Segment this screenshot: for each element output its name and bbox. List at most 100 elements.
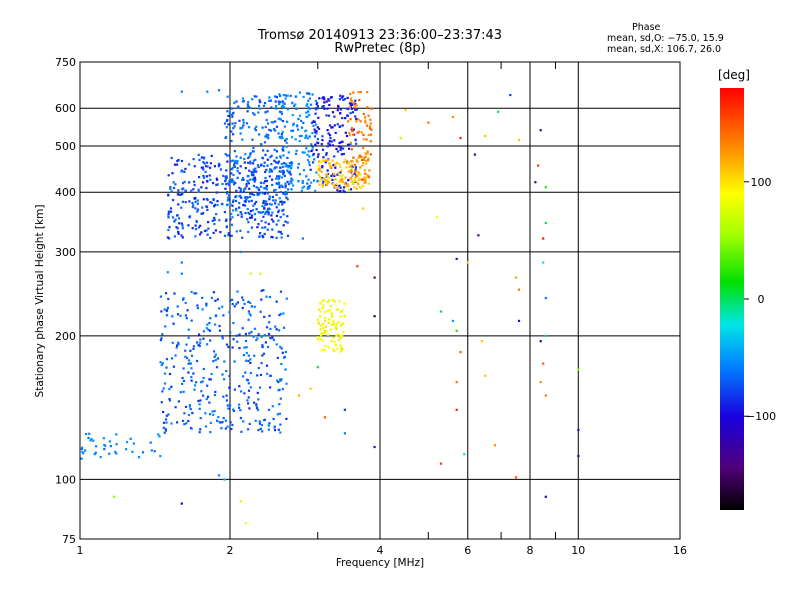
echo-point [218, 219, 221, 222]
echo-point [266, 192, 270, 195]
echo-point [343, 314, 346, 318]
echo-point [268, 202, 271, 206]
echo-point [168, 399, 172, 402]
echo-point [347, 120, 350, 123]
echo-point [333, 115, 336, 118]
y-tick-label: 400 [55, 186, 76, 199]
echo-point [325, 153, 328, 156]
echo-point [334, 325, 338, 329]
echo-point [347, 107, 350, 111]
echo-point [282, 224, 285, 227]
echo-point [544, 186, 547, 189]
echo-point [250, 216, 253, 219]
echo-point [252, 150, 255, 153]
echo-point [325, 152, 328, 155]
echo-point [216, 203, 219, 207]
echo-point [218, 329, 221, 332]
echo-point [337, 190, 340, 194]
echo-point [267, 211, 270, 214]
echo-point [225, 369, 228, 373]
echo-point [168, 226, 171, 229]
echo-point [246, 399, 249, 402]
echo-point [187, 359, 191, 362]
echo-point [315, 132, 318, 135]
echo-point [286, 156, 289, 159]
echo-point [280, 347, 283, 350]
echo-point [268, 175, 271, 178]
echo-point [316, 107, 319, 110]
echo-point [192, 345, 195, 348]
echo-point [89, 439, 92, 442]
echo-point [176, 214, 179, 217]
echo-point [204, 425, 208, 428]
echo-point [223, 378, 226, 381]
echo-point [252, 209, 255, 212]
echo-point [357, 118, 360, 121]
echo-point [241, 178, 244, 181]
echo-point [252, 159, 255, 162]
echo-point [225, 176, 228, 179]
echo-point [369, 153, 372, 156]
echo-point [262, 201, 265, 205]
echo-point [180, 206, 183, 209]
echo-point [290, 188, 293, 191]
echo-point [253, 180, 256, 183]
echo-point [246, 180, 250, 183]
echo-point [198, 333, 201, 336]
echo-point [202, 330, 206, 333]
echo-point [314, 189, 317, 192]
echo-point [187, 328, 190, 331]
echo-point [354, 166, 357, 169]
echo-point [184, 314, 187, 317]
echo-point [265, 135, 268, 138]
echo-point [298, 173, 301, 176]
echo-point [330, 174, 333, 177]
echo-point [229, 331, 232, 334]
echo-point [171, 216, 175, 219]
echo-point [300, 189, 303, 192]
echo-point [327, 346, 330, 349]
echo-point [345, 107, 348, 110]
echo-point [209, 317, 212, 320]
echo-point [364, 178, 367, 182]
y-tick-label: 750 [55, 56, 76, 69]
echo-point [216, 357, 220, 360]
echo-point [226, 182, 230, 185]
echo-point [356, 265, 359, 268]
echo-point [165, 421, 168, 424]
echo-point [323, 98, 326, 101]
echo-point [307, 150, 310, 153]
echo-point [234, 122, 237, 125]
echo-point [222, 174, 225, 177]
echo-point [259, 272, 262, 275]
echo-point [282, 146, 285, 149]
echo-point [267, 428, 270, 431]
echo-point [275, 343, 278, 346]
echo-point [266, 208, 270, 211]
echo-point [199, 428, 202, 431]
echo-point [189, 408, 192, 411]
echo-point [241, 138, 244, 141]
echo-point [278, 197, 281, 200]
echo-point [354, 106, 357, 109]
echo-point [242, 190, 245, 193]
echo-point [308, 161, 311, 164]
echo-point [166, 309, 169, 312]
echo-point [303, 151, 306, 154]
echo-point [203, 229, 206, 232]
echo-point [279, 110, 282, 113]
echo-point [338, 163, 341, 166]
echo-point [319, 315, 322, 318]
echo-point [249, 192, 252, 195]
echo-point [259, 373, 263, 376]
echo-point [235, 209, 238, 212]
echo-point [280, 176, 284, 179]
echo-point [198, 233, 202, 236]
echo-point [290, 182, 293, 185]
echo-point [272, 417, 275, 421]
echo-point [364, 172, 367, 175]
echo-point [215, 213, 218, 216]
echo-point [274, 202, 277, 205]
x-tick-label: 8 [527, 544, 534, 557]
echo-point [480, 340, 483, 343]
